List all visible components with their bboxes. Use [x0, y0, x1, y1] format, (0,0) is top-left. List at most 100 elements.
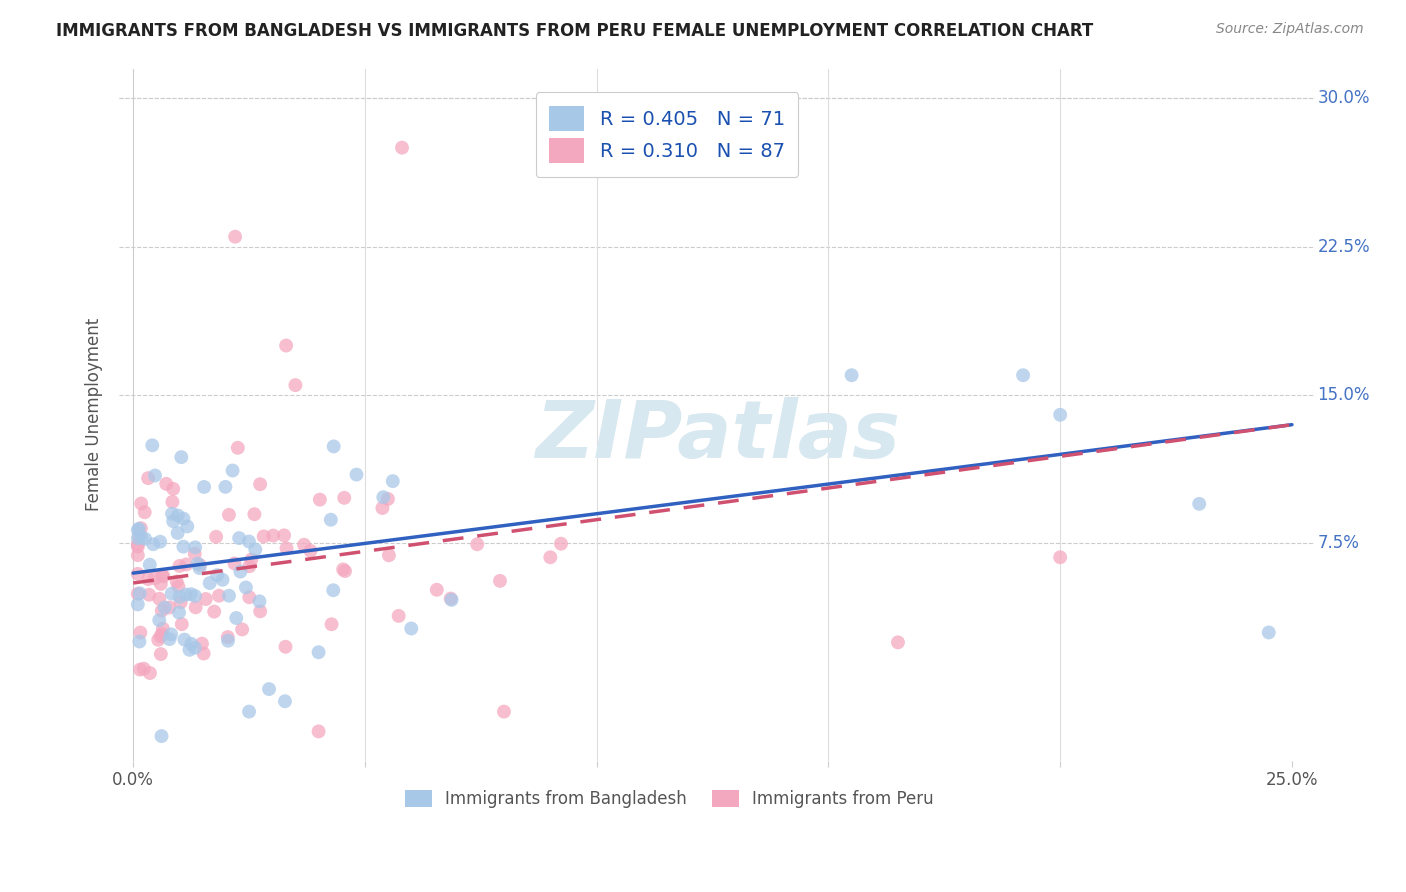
Point: [129, 496, 152, 510]
Point: [132, 662, 155, 676]
Point: [127, 531, 149, 545]
Point: [128, 528, 150, 542]
Point: [292, 538, 315, 552]
Point: [538, 550, 561, 565]
Text: 7.5%: 7.5%: [1317, 534, 1360, 552]
Point: [249, 604, 271, 618]
Point: [1257, 625, 1279, 640]
Point: [127, 540, 149, 554]
Point: [139, 666, 162, 681]
Point: [218, 589, 240, 603]
Point: [208, 589, 231, 603]
Point: [167, 580, 190, 594]
Text: Source: ZipAtlas.com: Source: ZipAtlas.com: [1216, 22, 1364, 37]
Point: [238, 591, 260, 605]
Point: [332, 562, 354, 576]
Point: [308, 724, 330, 739]
Point: [299, 543, 322, 558]
Point: [129, 625, 152, 640]
Point: [150, 627, 173, 641]
Point: [134, 532, 156, 546]
Point: [127, 587, 149, 601]
Point: [333, 491, 356, 505]
Point: [238, 559, 260, 574]
Point: [136, 572, 159, 586]
Point: [153, 600, 176, 615]
Point: [388, 608, 411, 623]
Point: [322, 583, 344, 598]
Point: [308, 645, 330, 659]
Point: [129, 663, 152, 677]
Point: [841, 368, 863, 383]
Point: [319, 513, 342, 527]
Point: [231, 623, 253, 637]
Point: [180, 587, 202, 601]
Point: [262, 528, 284, 542]
Point: [1049, 550, 1071, 565]
Point: [184, 589, 207, 603]
Point: [127, 598, 149, 612]
Point: [1012, 368, 1035, 383]
Point: [489, 574, 512, 588]
Point: [240, 552, 263, 566]
Point: [128, 522, 150, 536]
Point: [176, 519, 198, 533]
Point: [149, 577, 172, 591]
Point: [184, 547, 207, 561]
Point: [887, 635, 910, 649]
Point: [218, 508, 240, 522]
Point: [550, 537, 572, 551]
Point: [249, 594, 271, 608]
Point: [274, 694, 297, 708]
Point: [193, 480, 215, 494]
Point: [194, 592, 217, 607]
Point: [257, 681, 280, 696]
Point: [169, 590, 191, 604]
Point: [127, 537, 149, 551]
Point: [492, 705, 515, 719]
Point: [143, 571, 166, 585]
Text: 15.0%: 15.0%: [1317, 386, 1369, 404]
Point: [173, 632, 195, 647]
Text: 30.0%: 30.0%: [1317, 89, 1369, 107]
Point: [184, 600, 207, 615]
Point: [184, 640, 207, 655]
Point: [214, 480, 236, 494]
Point: [129, 521, 152, 535]
Point: [162, 495, 184, 509]
Point: [134, 505, 156, 519]
Point: [127, 548, 149, 562]
Point: [193, 647, 215, 661]
Point: [155, 476, 177, 491]
Point: [229, 565, 252, 579]
Point: [238, 534, 260, 549]
Point: [136, 471, 159, 485]
Point: [276, 541, 298, 556]
Point: [224, 229, 246, 244]
Point: [198, 576, 221, 591]
Point: [205, 568, 228, 582]
Point: [238, 705, 260, 719]
Point: [381, 474, 404, 488]
Text: ZIPatlas: ZIPatlas: [534, 397, 900, 475]
Point: [167, 606, 190, 620]
Point: [152, 569, 174, 583]
Point: [149, 534, 172, 549]
Point: [127, 523, 149, 537]
Point: [205, 530, 228, 544]
Point: [148, 632, 170, 647]
Point: [173, 511, 195, 525]
Point: [128, 586, 150, 600]
Point: [377, 491, 399, 506]
Point: [160, 627, 183, 641]
Point: [440, 592, 463, 607]
Point: [371, 501, 394, 516]
Point: [235, 581, 257, 595]
Text: IMMIGRANTS FROM BANGLADESH VS IMMIGRANTS FROM PERU FEMALE UNEMPLOYMENT CORRELATI: IMMIGRANTS FROM BANGLADESH VS IMMIGRANTS…: [56, 22, 1094, 40]
Point: [225, 611, 247, 625]
Point: [162, 514, 184, 528]
Point: [391, 141, 413, 155]
Point: [401, 622, 423, 636]
Point: [149, 647, 172, 661]
Point: [253, 529, 276, 543]
